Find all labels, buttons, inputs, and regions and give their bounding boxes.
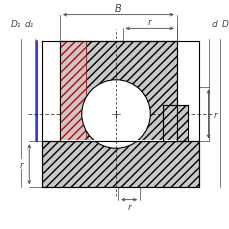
- Text: r: r: [20, 160, 24, 169]
- Bar: [42, 142, 199, 187]
- Bar: [42, 42, 199, 187]
- Bar: [60, 42, 86, 142]
- Circle shape: [82, 80, 150, 149]
- Text: r: r: [147, 18, 151, 27]
- Text: r: r: [127, 202, 131, 211]
- Text: d₁: d₁: [25, 20, 34, 29]
- Text: D: D: [221, 20, 228, 29]
- Text: d: d: [210, 20, 216, 29]
- Bar: [60, 42, 176, 142]
- Text: r: r: [213, 110, 217, 119]
- Text: D₁: D₁: [10, 20, 21, 29]
- Bar: [60, 141, 176, 142]
- Bar: [162, 105, 187, 142]
- Text: B: B: [114, 4, 121, 14]
